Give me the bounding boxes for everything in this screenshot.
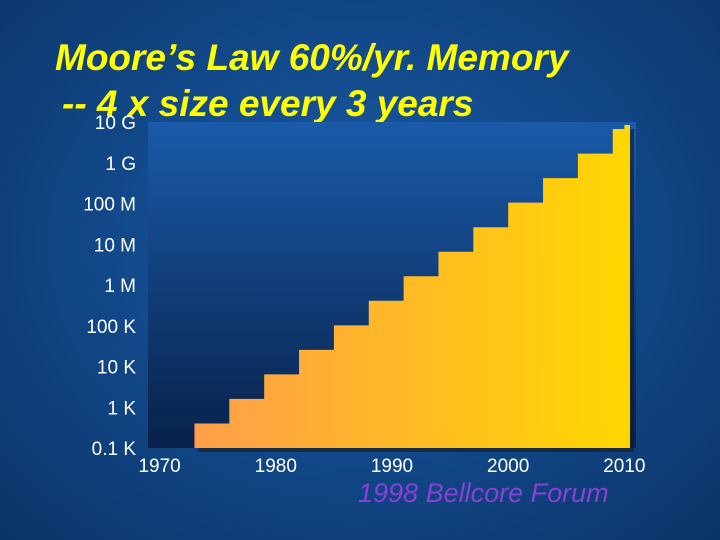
y-tick-label: 100 M — [83, 195, 136, 216]
x-tick-label: 2010 — [603, 456, 645, 477]
slide-title-line-2: -- 4 x size every 3 years — [62, 83, 474, 124]
y-axis-labels: 0.1 K 1 K 10 K 100 K 1 M 10 M 100 M 1 G 10 G — [83, 113, 136, 460]
y-tick-label: 1 M — [104, 276, 136, 297]
stair-area — [159, 125, 630, 448]
y-tick-label: 100 K — [86, 317, 136, 338]
source-caption: 1998 Bellcore Forum — [358, 478, 609, 508]
x-tick-label: 1980 — [255, 456, 297, 477]
y-tick-label: 10 K — [97, 358, 136, 379]
slide-title-line-1: Moore’s Law 60%/yr. Memory — [55, 37, 569, 78]
y-tick-label: 10 M — [94, 235, 136, 256]
y-tick-label: 10 G — [95, 113, 136, 134]
y-tick-label: 1 K — [107, 398, 136, 419]
y-tick-label: 0.1 K — [92, 439, 137, 460]
x-tick-label: 1970 — [138, 456, 180, 477]
x-tick-label: 1990 — [371, 456, 413, 477]
y-tick-label: 1 G — [105, 154, 136, 175]
x-tick-label: 2000 — [487, 456, 529, 477]
x-axis-labels: 1970 1980 1990 2000 2010 — [138, 456, 645, 477]
